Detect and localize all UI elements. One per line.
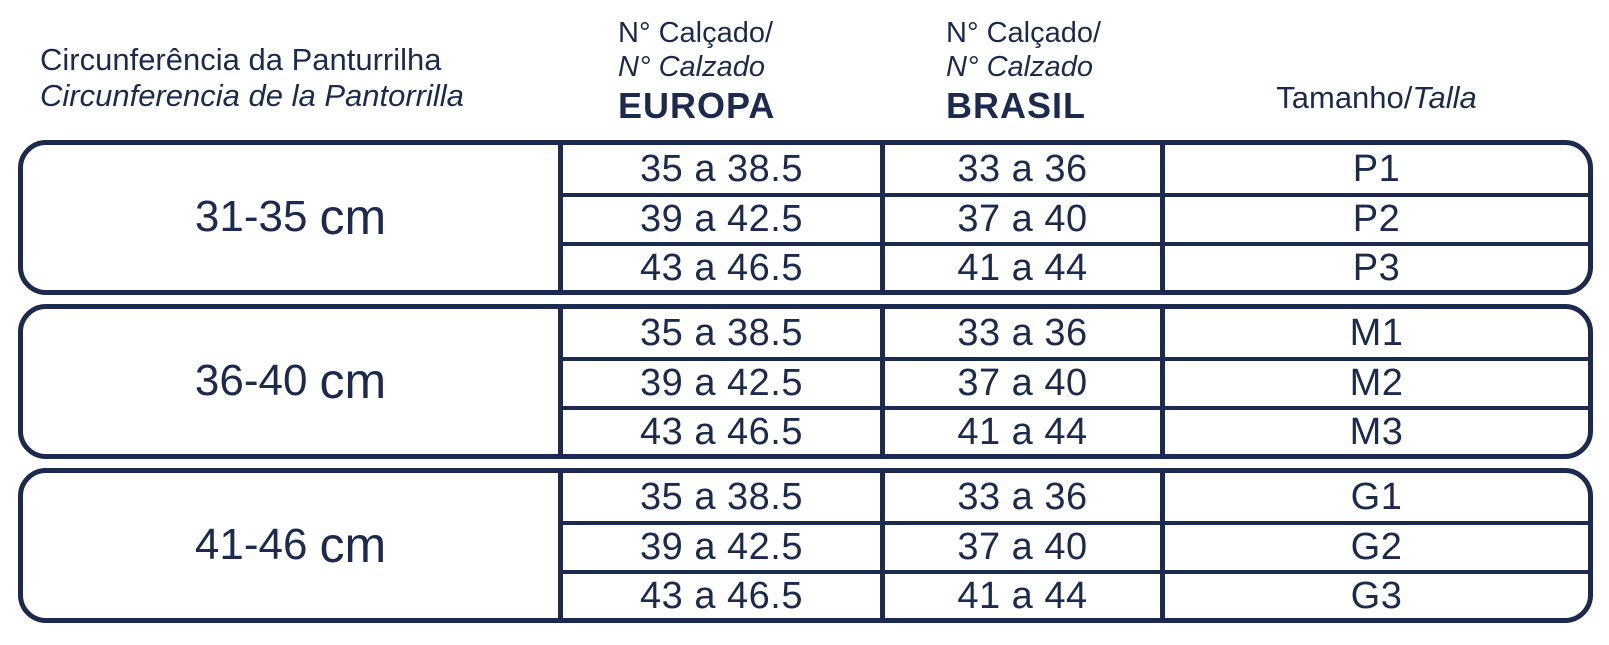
size-code-cell: M2: [1160, 357, 1588, 406]
circumference-cell: 41-46 cm: [23, 473, 558, 618]
brasil-range-cell: 37 a 40: [880, 193, 1160, 242]
brasil-range-cell: 41 a 44: [880, 241, 1160, 290]
size-code-cell: P1: [1160, 145, 1588, 194]
brasil-range-cell: 37 a 40: [880, 521, 1160, 570]
brasil-range-cell: 41 a 44: [880, 569, 1160, 618]
circumference-value: 41-46: [194, 520, 308, 570]
circumference-value: 36-40: [194, 356, 308, 406]
shoe-number-label-es: N° Calzado: [618, 50, 765, 83]
europa-range-cell: 35 a 38.5: [558, 473, 880, 522]
europa-range-cell: 39 a 42.5: [558, 193, 880, 242]
size-code-cell: G1: [1160, 473, 1588, 522]
header-europa: N° Calçado/ N° Calzado EUROPA: [558, 0, 880, 140]
europa-range-cell: 35 a 38.5: [558, 309, 880, 358]
europa-range-cell: 39 a 42.5: [558, 357, 880, 406]
table-header: Circunferência da Panturrilha Circunfere…: [18, 0, 1593, 140]
europa-range-cell: 35 a 38.5: [558, 145, 880, 194]
size-label-pt: Tamanho/: [1276, 80, 1413, 116]
circumference-unit: cm: [319, 517, 387, 574]
size-table: 31-35 cm 35 a 38.5 33 a 36 P1 39 a 42.5 …: [18, 140, 1593, 632]
brasil-range-cell: 41 a 44: [880, 405, 1160, 454]
header-circumference: Circunferência da Panturrilha Circunfere…: [18, 0, 558, 140]
brasil-range-cell: 33 a 36: [880, 309, 1160, 358]
size-code-cell: G2: [1160, 521, 1588, 570]
europa-range-cell: 43 a 46.5: [558, 405, 880, 454]
header-size: Tamanho/Talla: [1160, 0, 1593, 140]
europa-range-cell: 43 a 46.5: [558, 241, 880, 290]
brasil-range-cell: 37 a 40: [880, 357, 1160, 406]
size-group-small: 31-35 cm 35 a 38.5 33 a 36 P1 39 a 42.5 …: [18, 140, 1593, 295]
circumference-cell: 31-35 cm: [23, 145, 558, 290]
shoe-number-label-pt: N° Calçado/: [946, 16, 1102, 49]
circumference-cell: 36-40 cm: [23, 309, 558, 454]
shoe-number-label-es: N° Calzado: [946, 50, 1093, 83]
header-brasil: N° Calçado/ N° Calzado BRASIL: [880, 0, 1160, 140]
size-code-cell: M3: [1160, 405, 1588, 454]
circumference-value: 31-35: [194, 192, 308, 242]
size-code-cell: P2: [1160, 193, 1588, 242]
size-code-cell: P3: [1160, 241, 1588, 290]
size-group-large: 41-46 cm 35 a 38.5 33 a 36 G1 39 a 42.5 …: [18, 468, 1593, 623]
europa-range-cell: 43 a 46.5: [558, 569, 880, 618]
brasil-range-cell: 33 a 36: [880, 145, 1160, 194]
region-europa-label: EUROPA: [618, 85, 776, 127]
size-label-es: Talla: [1412, 80, 1477, 116]
size-code-cell: G3: [1160, 569, 1588, 618]
circumference-label-es: Circunferencia de la Pantorrilla: [40, 78, 464, 114]
circumference-unit: cm: [319, 353, 387, 410]
circumference-label-pt: Circunferência da Panturrilha: [40, 42, 442, 78]
europa-range-cell: 39 a 42.5: [558, 521, 880, 570]
circumference-unit: cm: [319, 189, 387, 246]
brasil-range-cell: 33 a 36: [880, 473, 1160, 522]
shoe-number-label-pt: N° Calçado/: [618, 16, 774, 49]
size-code-cell: M1: [1160, 309, 1588, 358]
region-brasil-label: BRASIL: [946, 85, 1086, 127]
size-group-medium: 36-40 cm 35 a 38.5 33 a 36 M1 39 a 42.5 …: [18, 304, 1593, 459]
